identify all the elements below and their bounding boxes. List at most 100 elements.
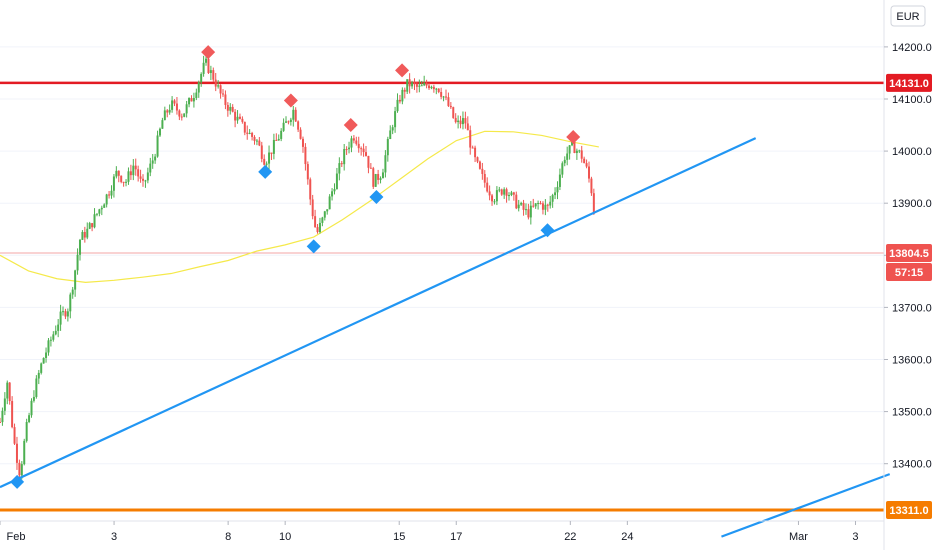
candle-body [580, 150, 583, 159]
candle-body [81, 231, 84, 240]
candle-body [588, 166, 591, 179]
candle-body [171, 100, 174, 110]
candle-body [37, 372, 40, 379]
candle-body [357, 143, 360, 149]
candle-body [292, 109, 295, 120]
candle-body [105, 194, 108, 205]
candle-body [367, 155, 370, 168]
candle-body [45, 352, 48, 358]
candle-body [66, 311, 69, 317]
candle-body [491, 195, 494, 202]
candle-body [408, 79, 411, 87]
candle-body [527, 209, 530, 218]
candle-body [483, 173, 486, 183]
y-tick-label: 13600.0 [892, 354, 932, 366]
candle-body [30, 400, 33, 416]
candle-body [238, 116, 241, 119]
candle-body [503, 189, 506, 195]
candle-body [464, 118, 467, 124]
candle-body [461, 118, 464, 125]
candle-body [459, 120, 462, 125]
candle-body [488, 191, 491, 196]
candles-layer [0, 52, 595, 483]
candle-body [200, 73, 203, 83]
candle-body [151, 160, 154, 164]
candle-body [142, 178, 145, 181]
support-price-badge-text: 13311.0 [889, 505, 928, 517]
candle-body [418, 85, 421, 87]
candle-body [139, 176, 142, 179]
candle-body [566, 153, 569, 160]
candle-body [3, 398, 6, 411]
candle-body [457, 120, 460, 123]
candle-body [551, 195, 554, 202]
candle-body [32, 396, 35, 401]
candle-body [430, 86, 433, 89]
swing-low-marker [10, 474, 25, 489]
candle-body [88, 223, 91, 229]
candle-body [573, 141, 576, 153]
candle-body [440, 92, 443, 97]
bar-countdown-badge [886, 262, 932, 281]
candle-body [539, 203, 542, 205]
candle-body [578, 150, 581, 152]
candle-body [345, 149, 348, 151]
candle-body [144, 180, 147, 182]
candle-body [309, 179, 312, 200]
candle-body [415, 84, 418, 87]
candle-body [207, 58, 210, 73]
candle-body [209, 70, 212, 73]
candle-body [71, 289, 74, 295]
grid-layer [0, 46, 884, 465]
candle-body [173, 100, 176, 104]
ascending-trendline[interactable] [0, 137, 757, 489]
candle-body [76, 254, 79, 271]
candle-body [304, 146, 307, 165]
x-tick-label: 15 [393, 531, 405, 543]
candle-body [93, 214, 96, 228]
candle-body [474, 147, 477, 158]
candle-body [311, 199, 314, 217]
secondary-trendline[interactable] [721, 473, 891, 538]
candle-body [486, 182, 489, 192]
candle-body [91, 223, 94, 228]
candle-body [195, 92, 198, 99]
candle-body [403, 89, 406, 92]
candle-body [231, 106, 234, 112]
candle-body [333, 189, 336, 192]
swing-markers-layer [10, 45, 581, 489]
candle-body [54, 330, 57, 335]
candle-body [389, 130, 392, 139]
candle-body [316, 227, 319, 233]
x-tick-label: 8 [225, 531, 231, 543]
candle-body [386, 138, 389, 156]
candle-body [270, 152, 273, 154]
candle-body [338, 163, 341, 174]
candle-body [444, 96, 447, 98]
candle-body [253, 136, 256, 141]
candle-body [529, 205, 532, 218]
candle-body [180, 116, 183, 118]
candle-body [396, 99, 399, 112]
swing-low-marker [369, 189, 384, 204]
candle-body [277, 138, 280, 141]
candle-body [95, 213, 98, 215]
candle-body [301, 138, 304, 147]
candle-body [505, 189, 508, 196]
candle-body [394, 111, 397, 128]
candle-body [420, 85, 423, 87]
swing-high-marker [201, 45, 216, 60]
currency-button[interactable] [890, 5, 926, 27]
candle-body [321, 217, 324, 223]
candle-body [241, 118, 244, 122]
candle-body [524, 209, 527, 211]
candle-body [175, 103, 178, 111]
moving-average-layer [0, 130, 599, 283]
y-tick-label: 13900.0 [892, 198, 932, 210]
candle-body [57, 324, 60, 331]
candle-body [328, 196, 331, 210]
candle-body [226, 104, 229, 111]
candle-body [554, 192, 557, 196]
candle-body [122, 181, 125, 183]
